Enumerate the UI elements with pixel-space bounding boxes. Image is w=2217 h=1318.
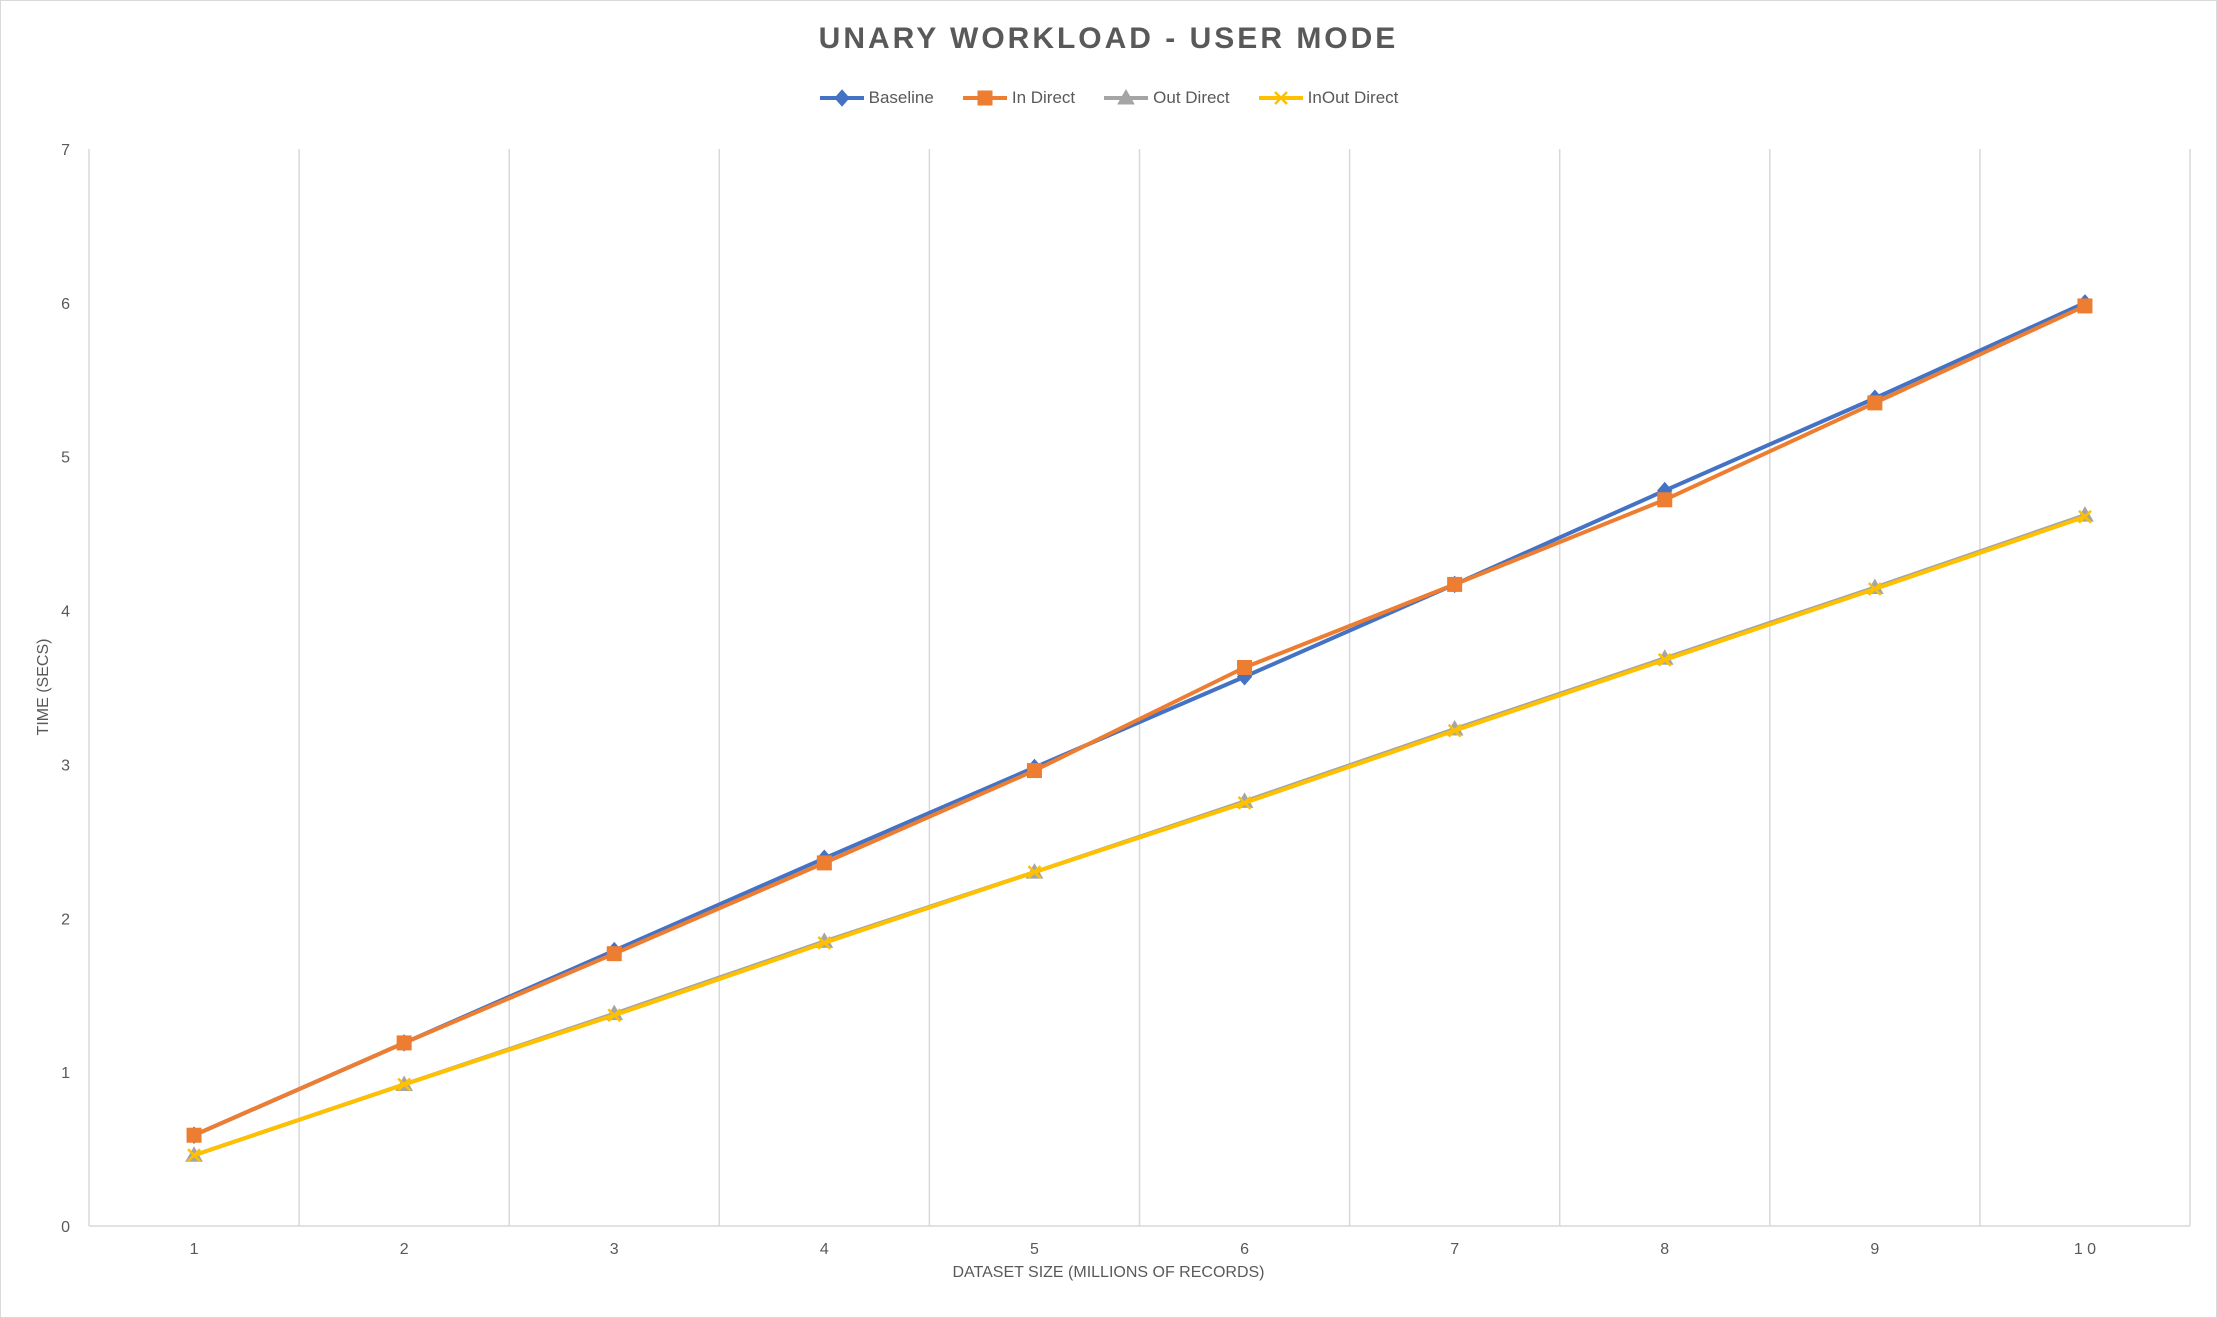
legend-label-out-direct: Out Direct — [1153, 88, 1230, 107]
data-point-inout-direct-2 — [607, 1008, 622, 1023]
x-tick-label-7: 8 — [1660, 1241, 1669, 1258]
chart-title: UNARY WORKLOAD - USER MODE — [818, 22, 1399, 55]
data-point-in-direct-0 — [186, 1127, 202, 1143]
data-point-in-direct-5 — [1237, 659, 1253, 675]
x-tick-label-1: 2 — [400, 1241, 409, 1258]
data-point-in-direct-6 — [1447, 576, 1463, 592]
series-line-inout-direct — [192, 514, 2087, 1158]
x-tick-label-2: 3 — [610, 1241, 619, 1258]
legend-label-inout-direct: InOut Direct — [1307, 88, 1399, 107]
data-point-inout-direct-3 — [817, 936, 832, 950]
y-tick-label-1: 1 — [61, 1065, 70, 1082]
data-point-in-direct-2 — [606, 946, 622, 962]
x-axis-label: DATASET SIZE (MILLIONS OF RECORDS) — [952, 1264, 1265, 1281]
y-tick-label-0: 0 — [61, 1219, 70, 1236]
data-point-in-direct-9 — [2077, 298, 2093, 314]
x-tick-label-9: 1 0 — [2074, 1241, 2096, 1258]
x-tick-label-0: 1 — [190, 1241, 199, 1258]
legend-swatch-marker — [1117, 88, 1136, 105]
legend-swatch-marker — [1273, 91, 1288, 105]
x-tick-label-8: 9 — [1870, 1241, 1879, 1258]
legend-label-baseline: Baseline — [868, 88, 934, 107]
legend-item-baseline[interactable]: Baseline — [819, 88, 934, 108]
series-inout-direct — [187, 509, 2092, 1163]
legend-label-in-direct: In Direct — [1011, 88, 1076, 107]
data-point-inout-direct-4 — [1027, 865, 1042, 880]
y-tick-label-6: 6 — [61, 296, 70, 313]
x-tick-label-4: 5 — [1030, 1241, 1039, 1258]
data-point-in-direct-4 — [1026, 763, 1042, 779]
legend-item-in-direct[interactable]: In Direct — [962, 88, 1075, 108]
legend-item-out-direct[interactable]: Out Direct — [1103, 88, 1230, 108]
y-tick-label-7: 7 — [61, 142, 70, 159]
legend-swatch-out-direct — [1104, 88, 1149, 105]
data-point-inout-direct-0 — [187, 1148, 201, 1163]
y-tick-label-4: 4 — [61, 604, 70, 621]
data-point-in-direct-3 — [816, 855, 832, 871]
data-point-inout-direct-1 — [397, 1077, 412, 1092]
x-tick-label-6: 7 — [1450, 1241, 1459, 1258]
data-point-inout-direct-7 — [1657, 652, 1672, 667]
y-axis-label: TIME (SECS) — [35, 638, 52, 736]
data-point-inout-direct-9 — [2078, 509, 2092, 524]
data-point-in-direct-1 — [396, 1035, 412, 1051]
y-tick-label-5: 5 — [61, 450, 70, 467]
series-in-direct — [186, 298, 2093, 1143]
legend-swatch-in-direct — [962, 90, 1007, 106]
x-tick-label-5: 6 — [1240, 1241, 1249, 1258]
y-tick-label-3: 3 — [61, 757, 70, 774]
data-point-inout-direct-8 — [1867, 582, 1882, 596]
legend-item-inout-direct[interactable]: InOut Direct — [1258, 88, 1399, 108]
data-point-in-direct-8 — [1867, 395, 1883, 411]
y-tick-label-2: 2 — [61, 911, 70, 928]
data-point-inout-direct-5 — [1237, 796, 1252, 810]
series-line-in-direct — [192, 303, 2087, 1138]
legend-swatch-marker — [977, 90, 993, 106]
legend-swatch-marker — [833, 89, 850, 107]
chart-legend: Baseline In Direct Out Direct InOut Dire… — [0, 88, 2217, 108]
x-tick-label-3: 4 — [820, 1241, 829, 1258]
legend-swatch-baseline — [819, 89, 864, 107]
data-point-in-direct-7 — [1657, 492, 1673, 508]
data-point-inout-direct-6 — [1447, 723, 1462, 738]
legend-swatch-inout-direct — [1258, 91, 1303, 105]
